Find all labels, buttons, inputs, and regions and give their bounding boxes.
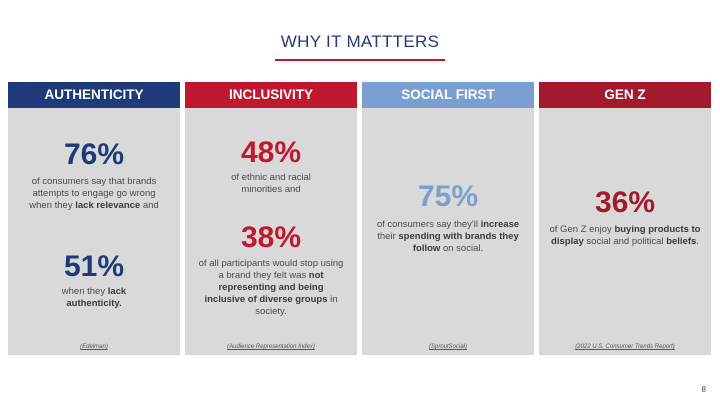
desc-text: and	[140, 200, 159, 211]
stat-48-percent: 48%	[240, 136, 302, 169]
desc-text: in society.	[255, 294, 338, 317]
column-header-social-first: SOCIAL FIRST	[362, 82, 534, 108]
column-authenticity: AUTHENTICITY 76% of consumers say that b…	[8, 82, 180, 355]
source-citation[interactable]: (Audience Representation Index)	[227, 344, 315, 350]
source-citation[interactable]: (2022 U.S. Consumer Trends Report)	[575, 344, 675, 350]
stat-description-2: when they lack authenticity.	[48, 286, 140, 310]
stat-description-1: of consumers say they'll increase their …	[374, 219, 522, 255]
source-citation[interactable]: (Edelman)	[80, 344, 108, 350]
column-social-first: SOCIAL FIRST 75% of consumers say they'l…	[362, 82, 534, 355]
column-header-inclusivity: INCLUSIVITY	[185, 82, 357, 108]
source-citation[interactable]: (SproutSocial)	[428, 344, 467, 350]
desc-bold: beliefs	[666, 236, 697, 247]
stat-76-percent: 76%	[63, 138, 125, 171]
stat-51-percent: 51%	[63, 250, 125, 283]
column-inclusivity: INCLUSIVITY 48% of ethnic and racial min…	[185, 82, 357, 355]
desc-bold: buying products to display	[551, 224, 701, 247]
stat-38-percent: 38%	[240, 221, 302, 254]
desc-bold: lack relevance	[75, 200, 141, 211]
desc-bold: lack authenticity.	[66, 286, 127, 309]
column-header-authenticity: AUTHENTICITY	[8, 82, 180, 108]
slide-title: WHY IT MATTTERS	[280, 32, 440, 51]
desc-text: their	[377, 231, 399, 242]
stat-description-2: of all participants would stop using a b…	[197, 258, 345, 318]
page-number: 8	[701, 385, 706, 394]
desc-bold: not representing and being inclusive of …	[204, 270, 328, 305]
desc-text: of Gen Z enjoy	[549, 224, 615, 235]
stat-description-1: of Gen Z enjoy buying products to displa…	[545, 224, 705, 248]
column-header-gen-z: GEN Z	[539, 82, 711, 108]
desc-text: on social.	[440, 243, 484, 254]
stat-description-1: of ethnic and racial minorities and	[231, 172, 311, 195]
desc-bold: increase	[480, 219, 520, 230]
stat-36-percent: 36%	[594, 186, 656, 219]
desc-text: when they	[61, 286, 108, 297]
desc-text: social and political	[583, 236, 667, 247]
desc-bold: spending with brands they follow	[398, 231, 519, 254]
desc-text: of consumers say they'll	[376, 219, 481, 230]
column-gen-z: GEN Z 36% of Gen Z enjoy buying products…	[539, 82, 711, 355]
title-underline	[275, 59, 445, 61]
stat-75-percent: 75%	[417, 180, 479, 213]
desc-text: of consumers say that brands attempts to…	[29, 176, 157, 211]
desc-text: of all participants would stop using a b…	[198, 258, 344, 281]
stat-description-1: of consumers say that brands attempts to…	[20, 176, 168, 212]
desc-text: .	[696, 236, 699, 247]
